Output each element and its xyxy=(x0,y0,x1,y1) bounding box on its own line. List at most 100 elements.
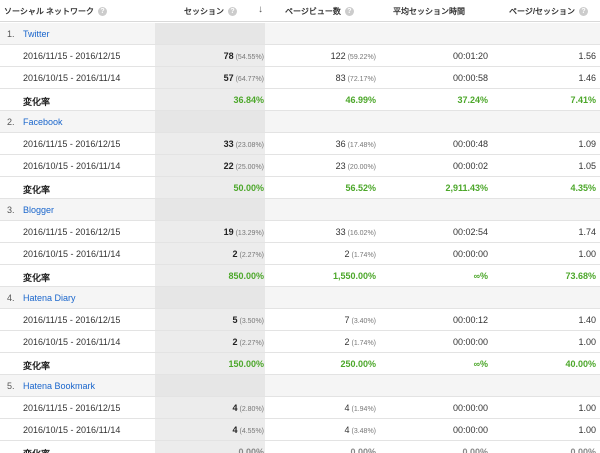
table-row: 2016/11/15 - 2016/12/15 19 (13.29%) 33 (16.0… xyxy=(0,221,600,243)
sessions-count: 19 xyxy=(223,227,234,237)
pageviews-percent: (16.02%) xyxy=(347,230,376,237)
sessions-value: 4 (4.55%) xyxy=(232,425,264,435)
pageviews-percent: (3.40%) xyxy=(351,318,376,325)
sessions-change: 50.00% xyxy=(233,183,264,193)
table-row: 2016/11/15 - 2016/12/15 5 (3.50%) 7 (3.40%) 0… xyxy=(0,309,600,331)
pageviews-percent: (3.48%) xyxy=(351,428,376,435)
pageviews-count: 33 xyxy=(335,227,346,237)
dimension-header[interactable]: ソーシャル ネットワーク ? xyxy=(4,6,108,17)
table-row: 2016/10/15 - 2016/11/14 2 (2.27%) 2 (1.74%) 0… xyxy=(0,243,600,265)
pageviews-count: 2 xyxy=(344,337,350,347)
avg-duration-value: 00:00:00 xyxy=(452,249,488,259)
sessions-percent: (25.00%) xyxy=(235,164,264,171)
pageviews-count: 23 xyxy=(335,161,346,171)
date-range: 2016/11/15 - 2016/12/15 xyxy=(23,227,121,237)
pageviews-value: 2 (1.74%) xyxy=(344,337,376,347)
pageviews-value: 7 (3.40%) xyxy=(344,315,376,325)
pageviews-value: 23 (20.00%) xyxy=(336,161,376,171)
pageviews-value: 33 (16.02%) xyxy=(336,227,376,237)
help-icon[interactable]: ? xyxy=(228,7,237,16)
network-link[interactable]: Hatena Bookmark xyxy=(23,381,96,391)
help-icon[interactable]: ? xyxy=(579,7,589,16)
pages-per-session-header[interactable]: ページ/セッション ? xyxy=(509,6,589,17)
change-rate-row: 変化率 36.84% 46.99% 37.24% 7.41% xyxy=(0,89,600,111)
avg-duration-header[interactable]: 平均セッション時間 xyxy=(393,6,465,17)
help-icon[interactable]: ? xyxy=(344,7,354,16)
group-row: 2. Facebook xyxy=(0,111,600,133)
network-link[interactable]: Hatena Diary xyxy=(23,293,76,303)
pageviews-count: 7 xyxy=(344,315,350,325)
pageviews-value: 36 (17.48%) xyxy=(336,139,376,149)
table-row: 2016/10/15 - 2016/11/14 22 (25.00%) 23 (20.0… xyxy=(0,155,600,177)
sorted-column-cell xyxy=(155,23,265,44)
avg-duration-value: 00:00:00 xyxy=(452,425,488,435)
sorted-column-cell xyxy=(155,375,265,396)
change-rate-row: 変化率 0.00% 0.00% 0.00% 0.00% xyxy=(0,441,600,453)
change-rate-label: 変化率 xyxy=(23,447,50,453)
avg-duration-change: ∞% xyxy=(473,271,488,281)
date-range: 2016/11/15 - 2016/12/15 xyxy=(23,403,121,413)
sessions-percent: (54.55%) xyxy=(235,54,264,61)
sorted-column-cell xyxy=(155,287,265,308)
sessions-value: 22 (25.00%) xyxy=(224,161,264,171)
date-range: 2016/11/15 - 2016/12/15 xyxy=(23,51,121,61)
network-link[interactable]: Facebook xyxy=(23,117,63,127)
sessions-count: 33 xyxy=(223,139,234,149)
pages-per-session-change: 40.00% xyxy=(565,359,596,369)
sessions-count: 4 xyxy=(232,425,238,435)
change-rate-row: 変化率 850.00% 1,550.00% ∞% 73.68% xyxy=(0,265,600,287)
pageviews-count: 4 xyxy=(344,425,350,435)
date-range: 2016/11/15 - 2016/12/15 xyxy=(23,315,121,325)
pages-per-session-value: 1.05 xyxy=(578,161,596,171)
sort-descending-icon[interactable]: ↓ xyxy=(258,4,263,15)
pages-per-session-value: 1.46 xyxy=(578,73,596,83)
pageviews-value: 122 (59.22%) xyxy=(331,51,376,61)
pageviews-change: 1,550.00% xyxy=(332,271,376,281)
pageviews-count: 2 xyxy=(344,249,350,259)
change-rate-label: 変化率 xyxy=(23,361,51,371)
pageviews-value: 4 (3.48%) xyxy=(344,425,376,435)
avg-duration-value: 00:00:00 xyxy=(452,337,488,347)
pageviews-value: 83 (72.17%) xyxy=(336,73,376,83)
pageviews-count: 83 xyxy=(335,73,346,83)
pageviews-percent: (20.00%) xyxy=(347,164,376,171)
sessions-percent: (4.55%) xyxy=(239,428,264,435)
sessions-count: 22 xyxy=(223,161,234,171)
pageviews-percent: (72.17%) xyxy=(347,76,376,83)
help-icon[interactable]: ? xyxy=(98,7,108,16)
pages-per-session-change: 4.35% xyxy=(570,183,596,193)
change-rate-label: 変化率 xyxy=(23,273,51,283)
date-range: 2016/11/15 - 2016/12/15 xyxy=(23,139,121,149)
change-rate-row: 変化率 50.00% 56.52% 2,911.43% 4.35% xyxy=(0,177,600,199)
network-link[interactable]: Twitter xyxy=(23,29,50,39)
pageviews-change: 56.52% xyxy=(345,183,376,193)
pages-per-session-value: 1.56 xyxy=(578,51,596,61)
sessions-value: 2 (2.27%) xyxy=(232,249,264,259)
avg-duration-header-label: 平均セッション時間 xyxy=(393,7,465,16)
row-number: 2. xyxy=(7,117,15,127)
group-row: 4. Hatena Diary xyxy=(0,287,600,309)
pageviews-change: 46.99% xyxy=(345,95,376,105)
pageviews-header[interactable]: ページビュー数 ? xyxy=(285,6,354,17)
sessions-percent: (64.77%) xyxy=(235,76,264,83)
pageviews-count: 4 xyxy=(344,403,350,413)
sessions-change: 850.00% xyxy=(228,271,264,281)
row-number: 1. xyxy=(7,29,15,39)
date-range: 2016/10/15 - 2016/11/14 xyxy=(23,425,121,435)
table-row: 2016/11/15 - 2016/12/15 78 (54.55%) 122 (59.… xyxy=(0,45,600,67)
pages-per-session-change: 0.00% xyxy=(570,447,596,453)
sessions-count: 5 xyxy=(232,315,238,325)
avg-duration-change: 2,911.43% xyxy=(445,183,488,193)
pageviews-change: 0.00% xyxy=(350,447,376,453)
sessions-count: 4 xyxy=(232,403,238,413)
table-row: 2016/11/15 - 2016/12/15 4 (2.80%) 4 (1.94%) 0… xyxy=(0,397,600,419)
avg-duration-change: 0.00% xyxy=(462,447,488,453)
pages-per-session-change: 7.41% xyxy=(570,95,596,105)
pageviews-value: 2 (1.74%) xyxy=(344,249,376,259)
sessions-percent: (3.50%) xyxy=(239,318,264,325)
network-link[interactable]: Blogger xyxy=(23,205,55,215)
sessions-header[interactable]: セッション ? xyxy=(184,6,237,17)
table-header: ソーシャル ネットワーク ? セッション ? ↓ ページビュー数 ? 平均セッシ… xyxy=(0,0,600,22)
row-number: 4. xyxy=(7,293,15,303)
date-range: 2016/10/15 - 2016/11/14 xyxy=(23,73,121,83)
